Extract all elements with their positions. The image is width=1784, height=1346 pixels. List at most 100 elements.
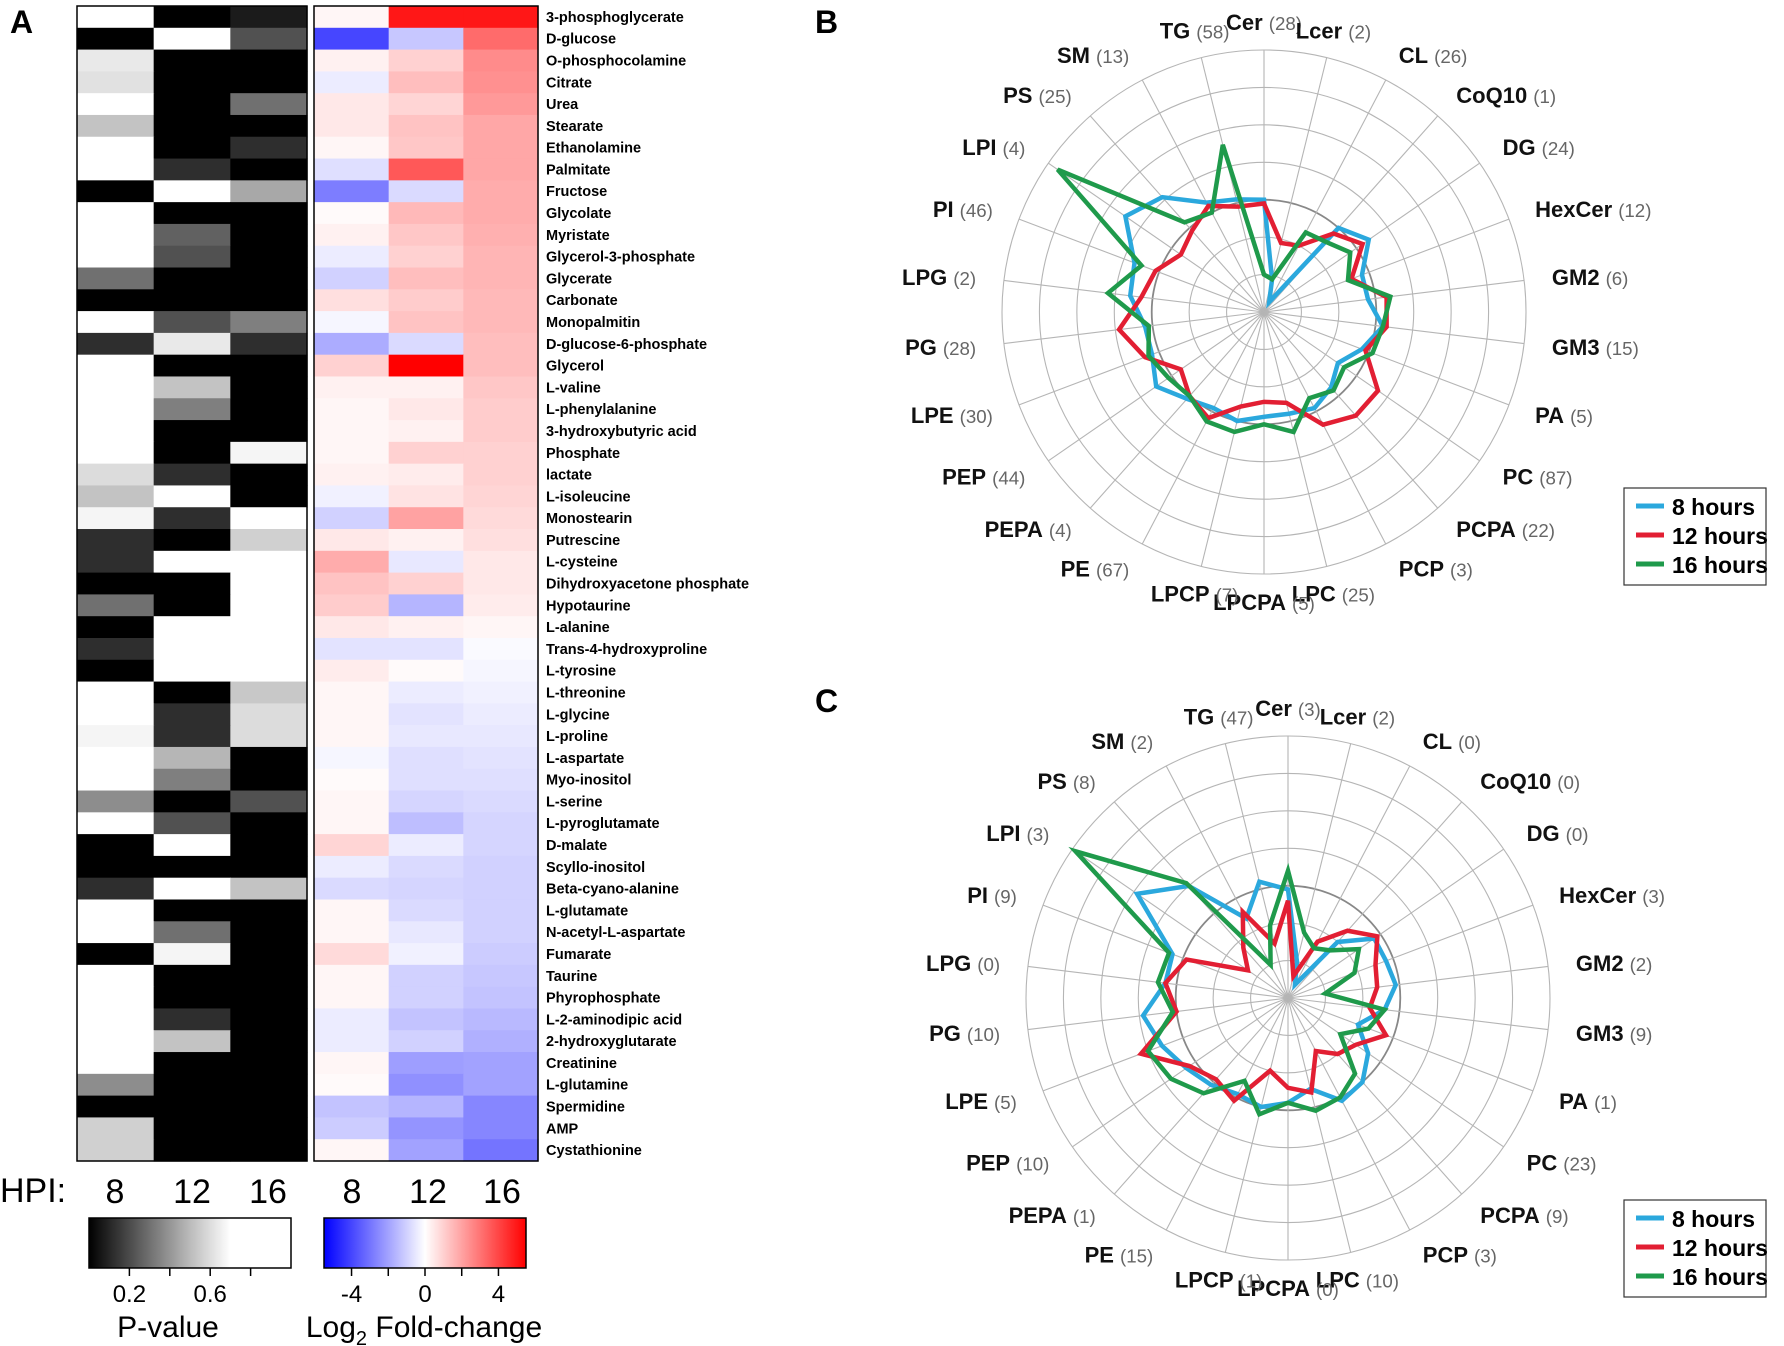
pvalue-cell	[230, 986, 308, 1010]
foldchange-cell	[463, 681, 539, 704]
radar-category-label: DG (0)	[1527, 821, 1589, 846]
metabolite-label: Beta-cyano-alanine	[546, 882, 679, 898]
pvalue-cell	[153, 637, 231, 661]
metabolite-label: L-serine	[546, 794, 602, 810]
foldchange-cell	[388, 158, 464, 181]
pvalue-cell	[153, 49, 231, 72]
pvalue-cell	[77, 877, 155, 901]
pvalue-cell	[77, 180, 155, 203]
foldchange-cell	[463, 485, 539, 508]
pvalue-cell	[230, 376, 308, 399]
pvalue-cell	[230, 1139, 308, 1162]
pvalue-cell	[153, 594, 231, 617]
foldchange-cell	[463, 1139, 539, 1162]
pvalue-cell	[230, 441, 308, 465]
radar-category-label: TG (47)	[1184, 704, 1254, 729]
pvalue-cell	[77, 507, 155, 530]
foldchange-cell	[314, 877, 390, 901]
radar-category-label: PI (46)	[933, 197, 993, 222]
foldchange-cell	[314, 943, 390, 966]
foldchange-cell	[388, 594, 464, 617]
pvalue-cell	[230, 463, 308, 487]
pvalue-cell	[230, 899, 308, 922]
radar-category-label: Cer (28)	[1226, 10, 1302, 35]
foldchange-cell	[463, 921, 539, 944]
colorbar-tick-label: 0.6	[194, 1281, 227, 1308]
radar-spoke	[1263, 57, 1328, 313]
radar-category-label: CL (26)	[1399, 43, 1468, 68]
foldchange-cell	[388, 550, 464, 574]
metabolite-label: Monopalmitin	[546, 315, 640, 331]
pvalue-cell	[153, 93, 231, 116]
pvalue-cell	[230, 71, 308, 94]
foldchange-cell	[388, 1008, 464, 1031]
colorbar-tick-label: 0	[418, 1281, 431, 1308]
pvalue-cell	[77, 267, 155, 290]
radar-category-label: CL (0)	[1423, 729, 1481, 754]
foldchange-cell	[388, 637, 464, 661]
foldchange-cell	[314, 202, 390, 225]
metabolite-label: Carbonate	[546, 293, 618, 309]
foldchange-cell	[314, 1139, 390, 1162]
foldchange-cell	[314, 681, 390, 704]
radar-spoke	[1263, 162, 1480, 313]
foldchange-cell	[314, 180, 390, 203]
foldchange-cell	[314, 332, 390, 356]
panel-label-c: C	[815, 683, 838, 719]
foldchange-cell	[388, 725, 464, 748]
pvalue-cell	[77, 659, 155, 683]
pvalue-cell	[153, 529, 231, 552]
foldchange-cell	[463, 746, 539, 770]
pvalue-cell	[77, 1073, 155, 1097]
radar-category-label: PEP (10)	[966, 1151, 1049, 1176]
pvalue-cell	[230, 354, 308, 378]
foldchange-cell	[314, 659, 390, 683]
metabolite-label: Urea	[546, 97, 579, 113]
foldchange-cell	[463, 812, 539, 835]
pvalue-cell	[230, 223, 308, 247]
foldchange-cell	[388, 790, 464, 813]
metabolite-label: L-phenylalanine	[546, 402, 656, 418]
pvalue-cell	[153, 223, 231, 247]
radar-category-label: PA (5)	[1535, 403, 1593, 428]
foldchange-colorbar-gradient	[323, 1217, 527, 1269]
radar-series-16-hours	[1068, 846, 1389, 1118]
metabolite-label: O-phosphocolamine	[546, 53, 686, 69]
foldchange-cell	[388, 6, 464, 29]
pvalue-cell	[153, 703, 231, 726]
foldchange-cell	[463, 1052, 539, 1075]
radar-category-label: TG (58)	[1160, 18, 1230, 43]
pvalue-cell	[153, 659, 231, 683]
foldchange-cell	[463, 1008, 539, 1031]
pvalue-cell	[230, 1117, 308, 1140]
pvalue-cell	[153, 1117, 231, 1140]
foldchange-cell	[463, 964, 539, 988]
foldchange-cell	[314, 420, 390, 443]
foldchange-cell	[314, 441, 390, 465]
pvalue-cell	[230, 180, 308, 203]
pvalue-cell	[153, 1095, 231, 1119]
pvalue-cell	[153, 202, 231, 225]
foldchange-cell	[314, 921, 390, 944]
foldchange-cell	[388, 354, 464, 378]
foldchange-cell	[463, 114, 539, 138]
radar-spoke	[1287, 997, 1352, 1253]
metabolite-label: Fumarate	[546, 947, 611, 963]
pvalue-cell	[153, 746, 231, 770]
metabolite-label: L-threonine	[546, 685, 626, 701]
pvalue-cell	[153, 790, 231, 813]
foldchange-cell	[314, 986, 390, 1010]
foldchange-heatmap-frame	[313, 5, 539, 1162]
foldchange-cell	[463, 354, 539, 378]
radar-category-label: PE (67)	[1061, 557, 1130, 582]
pvalue-cell	[77, 71, 155, 94]
radar-spoke	[1089, 311, 1265, 509]
radar-spoke	[1200, 311, 1265, 567]
pvalue-cell	[230, 964, 308, 988]
foldchange-cell	[388, 420, 464, 443]
pvalue-cell	[153, 71, 231, 94]
pvalue-cell	[230, 703, 308, 726]
foldchange-cell	[388, 463, 464, 487]
hpi-label: HPI:	[0, 1172, 66, 1210]
radar-spoke	[1263, 311, 1480, 462]
